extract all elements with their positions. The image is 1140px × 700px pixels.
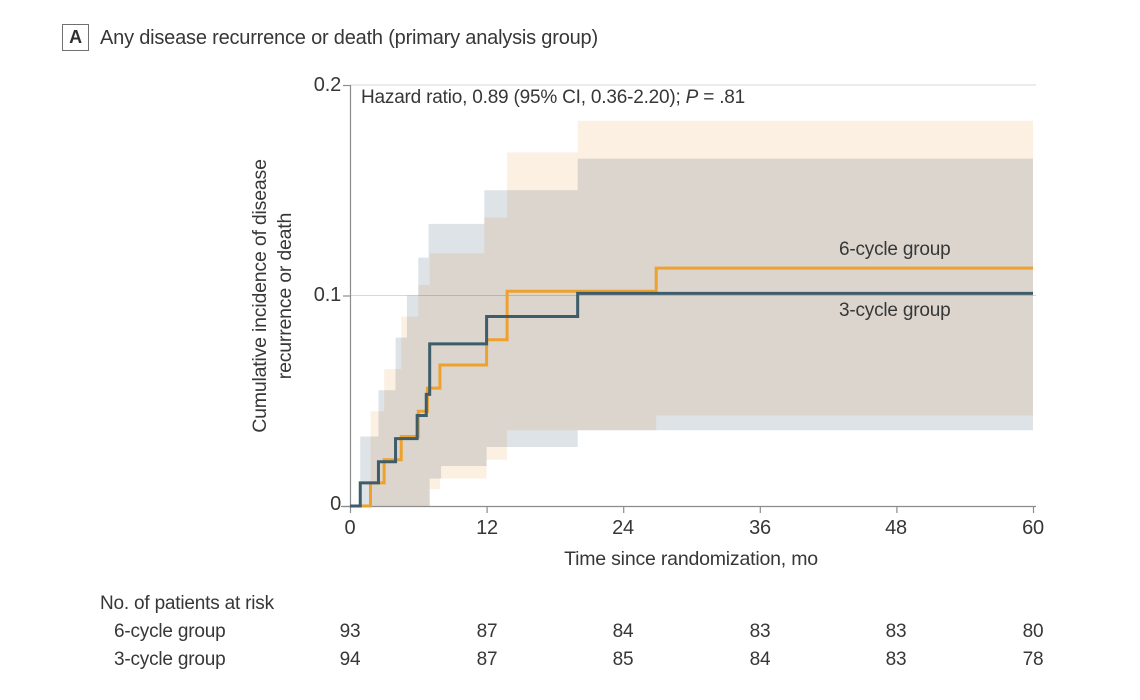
- risk-count: 83: [885, 621, 907, 642]
- risk-row-label-6-cycle: 6-cycle group: [114, 621, 226, 642]
- y-axis-title-line2: recurrence or death: [274, 212, 296, 380]
- legend-3-cycle-label: 3-cycle group: [839, 300, 951, 321]
- panel-title: Any disease recurrence or death (primary…: [100, 27, 598, 49]
- risk-table-header: No. of patients at risk: [100, 593, 274, 614]
- x-tick-label-0: 0: [344, 517, 356, 539]
- legend-6-cycle-label: 6-cycle group: [839, 239, 951, 260]
- curve-3-cycle: [350, 291, 1033, 508]
- risk-row-label-3-cycle: 3-cycle group: [114, 649, 226, 670]
- risk-count: 87: [476, 621, 498, 642]
- risk-count: 80: [1022, 621, 1044, 642]
- risk-count: 94: [339, 649, 361, 670]
- y-tick-label-0p1: 0.1: [313, 284, 341, 306]
- risk-count: 87: [476, 649, 498, 670]
- y-axis-title: Cumulative incidence of disease recurren…: [248, 159, 298, 432]
- risk-count: 83: [749, 621, 771, 642]
- panel-label-box: A: [62, 24, 89, 51]
- panel-label: A: [69, 27, 82, 47]
- risk-count: 93: [339, 621, 361, 642]
- y-tick-label-0: 0: [330, 493, 341, 515]
- x-tick-label-12: 12: [476, 517, 498, 539]
- hazard-ratio-text: Hazard ratio, 0.89 (95% CI, 0.36-2.20);: [361, 87, 686, 108]
- risk-count: 84: [612, 621, 634, 642]
- x-axis-title: Time since randomization, mo: [564, 548, 818, 570]
- hazard-ratio-annotation: Hazard ratio, 0.89 (95% CI, 0.36-2.20); …: [361, 87, 745, 109]
- x-tick-label-60: 60: [1022, 517, 1044, 539]
- y-tick-label-0p2: 0.2: [313, 74, 341, 96]
- risk-count: 85: [612, 649, 634, 670]
- x-tick-label-48: 48: [885, 517, 907, 539]
- y-axis-title-line1: Cumulative incidence of disease: [249, 159, 271, 433]
- risk-count: 84: [749, 649, 771, 670]
- risk-count: 83: [885, 649, 907, 670]
- x-tick-label-24: 24: [612, 517, 634, 539]
- p-symbol: P: [685, 87, 699, 108]
- risk-count: 78: [1022, 649, 1044, 670]
- p-value: = .81: [698, 87, 746, 108]
- x-tick-label-36: 36: [749, 517, 771, 539]
- ci-band-6-cycle: [350, 120, 1033, 506]
